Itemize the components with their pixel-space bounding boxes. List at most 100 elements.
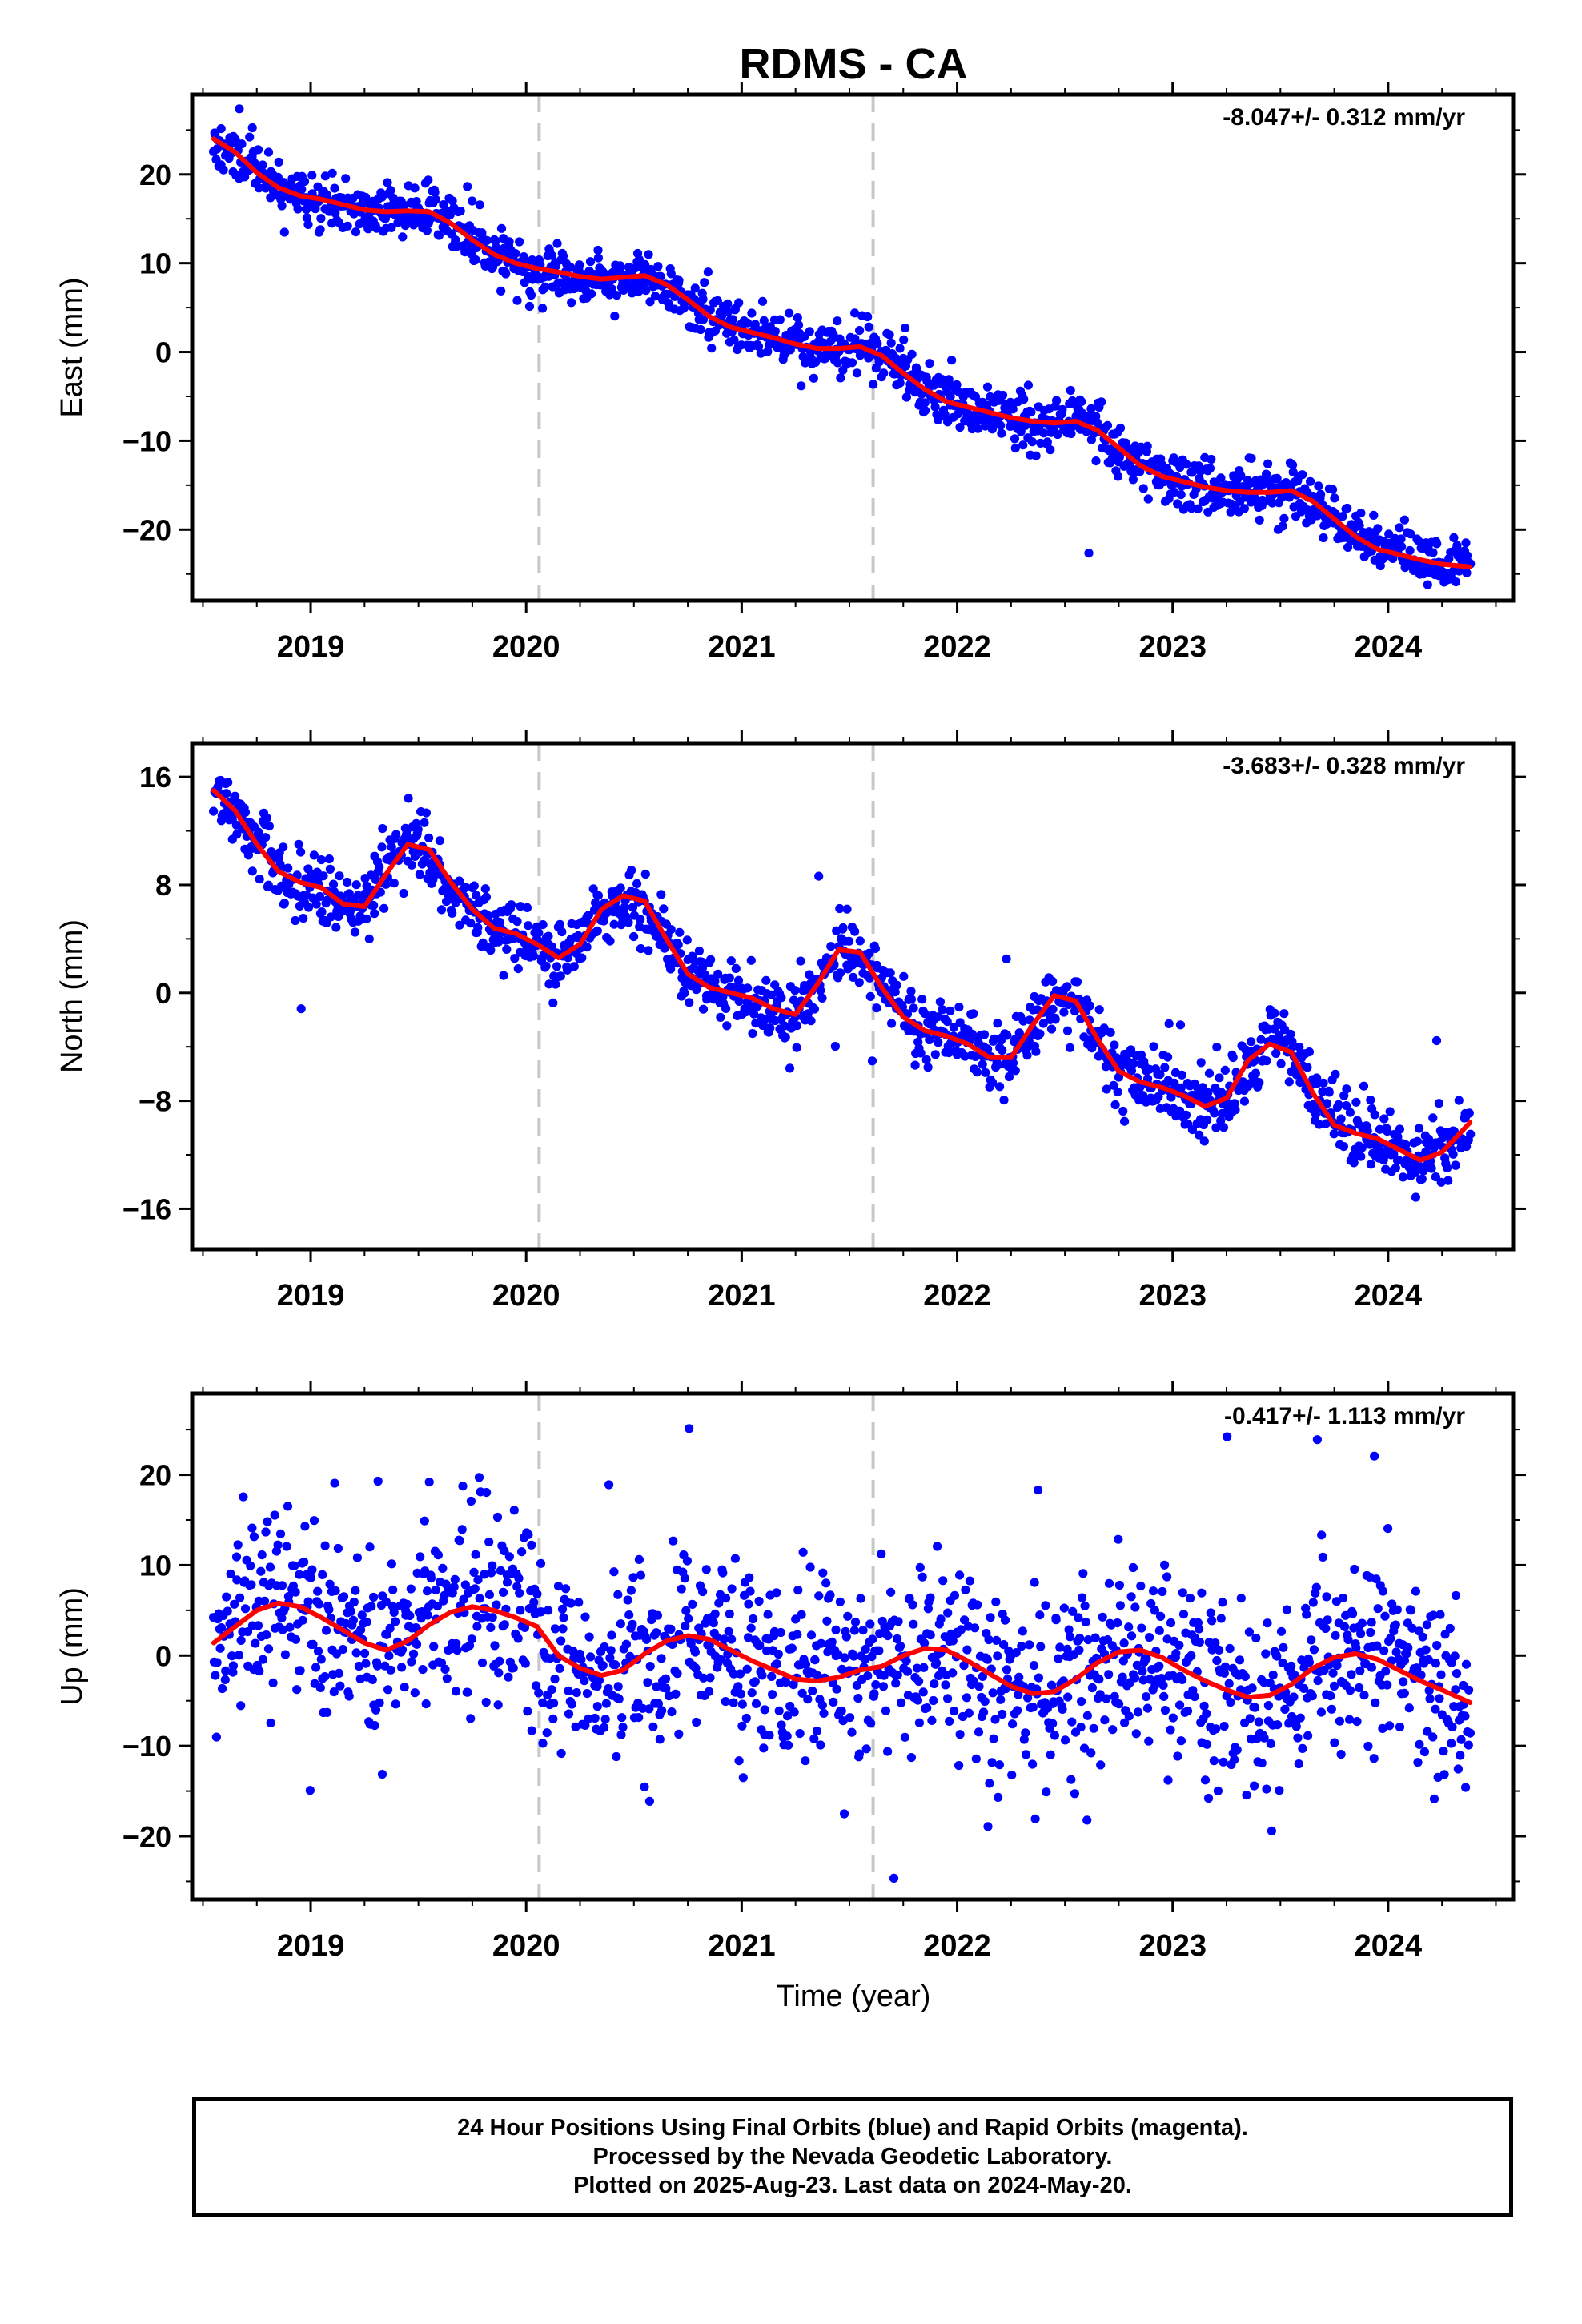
data-point (1030, 1578, 1039, 1587)
data-point (840, 1653, 849, 1663)
data-point (973, 1600, 982, 1610)
data-point (604, 1480, 614, 1490)
data-point (681, 1622, 690, 1631)
data-point (263, 1517, 272, 1526)
data-point (942, 1017, 952, 1027)
data-point (265, 1562, 275, 1572)
data-point (1195, 1637, 1204, 1647)
data-point (307, 1565, 317, 1574)
data-point (450, 1574, 460, 1584)
data-point (1257, 1759, 1267, 1768)
data-point (1276, 1626, 1287, 1636)
data-point (504, 1552, 515, 1562)
data-point (988, 1688, 998, 1698)
data-point (1279, 1009, 1289, 1019)
data-point (1282, 1605, 1291, 1614)
data-point (816, 986, 825, 995)
data-point (935, 997, 945, 1007)
data-point (423, 1610, 432, 1620)
data-point (883, 1631, 893, 1641)
data-point (1256, 1035, 1266, 1044)
data-point (1462, 568, 1472, 577)
data-point (998, 1709, 1007, 1719)
data-point (341, 174, 351, 183)
data-point (797, 1688, 807, 1698)
data-point (354, 1661, 363, 1671)
data-point (371, 223, 381, 233)
data-point (1175, 1020, 1186, 1030)
data-point (1401, 1140, 1411, 1150)
data-point (295, 1666, 305, 1675)
data-point (1081, 1617, 1090, 1627)
data-point (1415, 1739, 1424, 1749)
data-point (599, 916, 608, 926)
data-point (819, 338, 829, 348)
data-point (1366, 1160, 1375, 1169)
data-point (1423, 580, 1432, 589)
data-point (552, 239, 562, 248)
data-point (309, 1516, 319, 1526)
data-point (548, 1714, 558, 1723)
data-point (852, 368, 862, 378)
data-point (1345, 1686, 1355, 1695)
data-point (370, 1721, 379, 1731)
data-point (721, 1594, 731, 1603)
data-point (575, 260, 584, 270)
data-point (879, 368, 889, 378)
data-point (511, 249, 520, 259)
y-tick-label: 0 (155, 977, 171, 1010)
data-point (1239, 1096, 1249, 1106)
data-point (1142, 1703, 1153, 1713)
data-point (1329, 1681, 1339, 1691)
data-point (319, 871, 328, 881)
velocity-annotation: -8.047+/- 0.312 mm/yr (1223, 104, 1465, 131)
data-point (1251, 1633, 1261, 1643)
data-point (1027, 437, 1037, 447)
data-point (477, 1658, 488, 1667)
data-point (624, 918, 633, 927)
data-point (1102, 420, 1113, 430)
data-point (1268, 1670, 1278, 1680)
data-point (673, 1669, 682, 1679)
data-point (424, 175, 433, 185)
data-point (1119, 1638, 1129, 1648)
data-point (1261, 1649, 1271, 1659)
data-point (612, 1751, 621, 1762)
data-point (1327, 1704, 1336, 1714)
data-point (983, 1822, 993, 1831)
data-point (1432, 539, 1442, 549)
data-point (669, 1536, 678, 1546)
data-point (1359, 1691, 1369, 1700)
data-point (1463, 551, 1472, 561)
data-point (759, 316, 769, 325)
data-point (307, 171, 317, 180)
data-point (500, 1546, 509, 1556)
data-point (243, 1627, 253, 1637)
data-point (502, 1578, 512, 1587)
data-point (609, 1567, 619, 1577)
data-point (275, 1529, 286, 1538)
data-point (829, 330, 838, 340)
data-point (507, 900, 516, 910)
data-point (1370, 1451, 1379, 1461)
data-point (795, 1729, 805, 1739)
data-point (236, 1701, 246, 1711)
data-point (383, 178, 392, 187)
data-point (515, 1588, 524, 1598)
data-point (1094, 1005, 1104, 1015)
data-point (1440, 1630, 1450, 1639)
data-point (300, 1522, 310, 1531)
data-point (831, 1625, 841, 1634)
data-point (490, 1641, 500, 1651)
data-point (883, 1747, 893, 1756)
data-point (913, 1695, 922, 1705)
data-point (1058, 1704, 1067, 1714)
data-point (979, 1030, 990, 1039)
data-point (895, 378, 905, 388)
data-point (1145, 1633, 1154, 1642)
data-point (1316, 1707, 1326, 1717)
data-point (723, 299, 733, 308)
data-point (463, 1687, 472, 1697)
data-point (1065, 1632, 1075, 1642)
data-point (899, 971, 909, 981)
